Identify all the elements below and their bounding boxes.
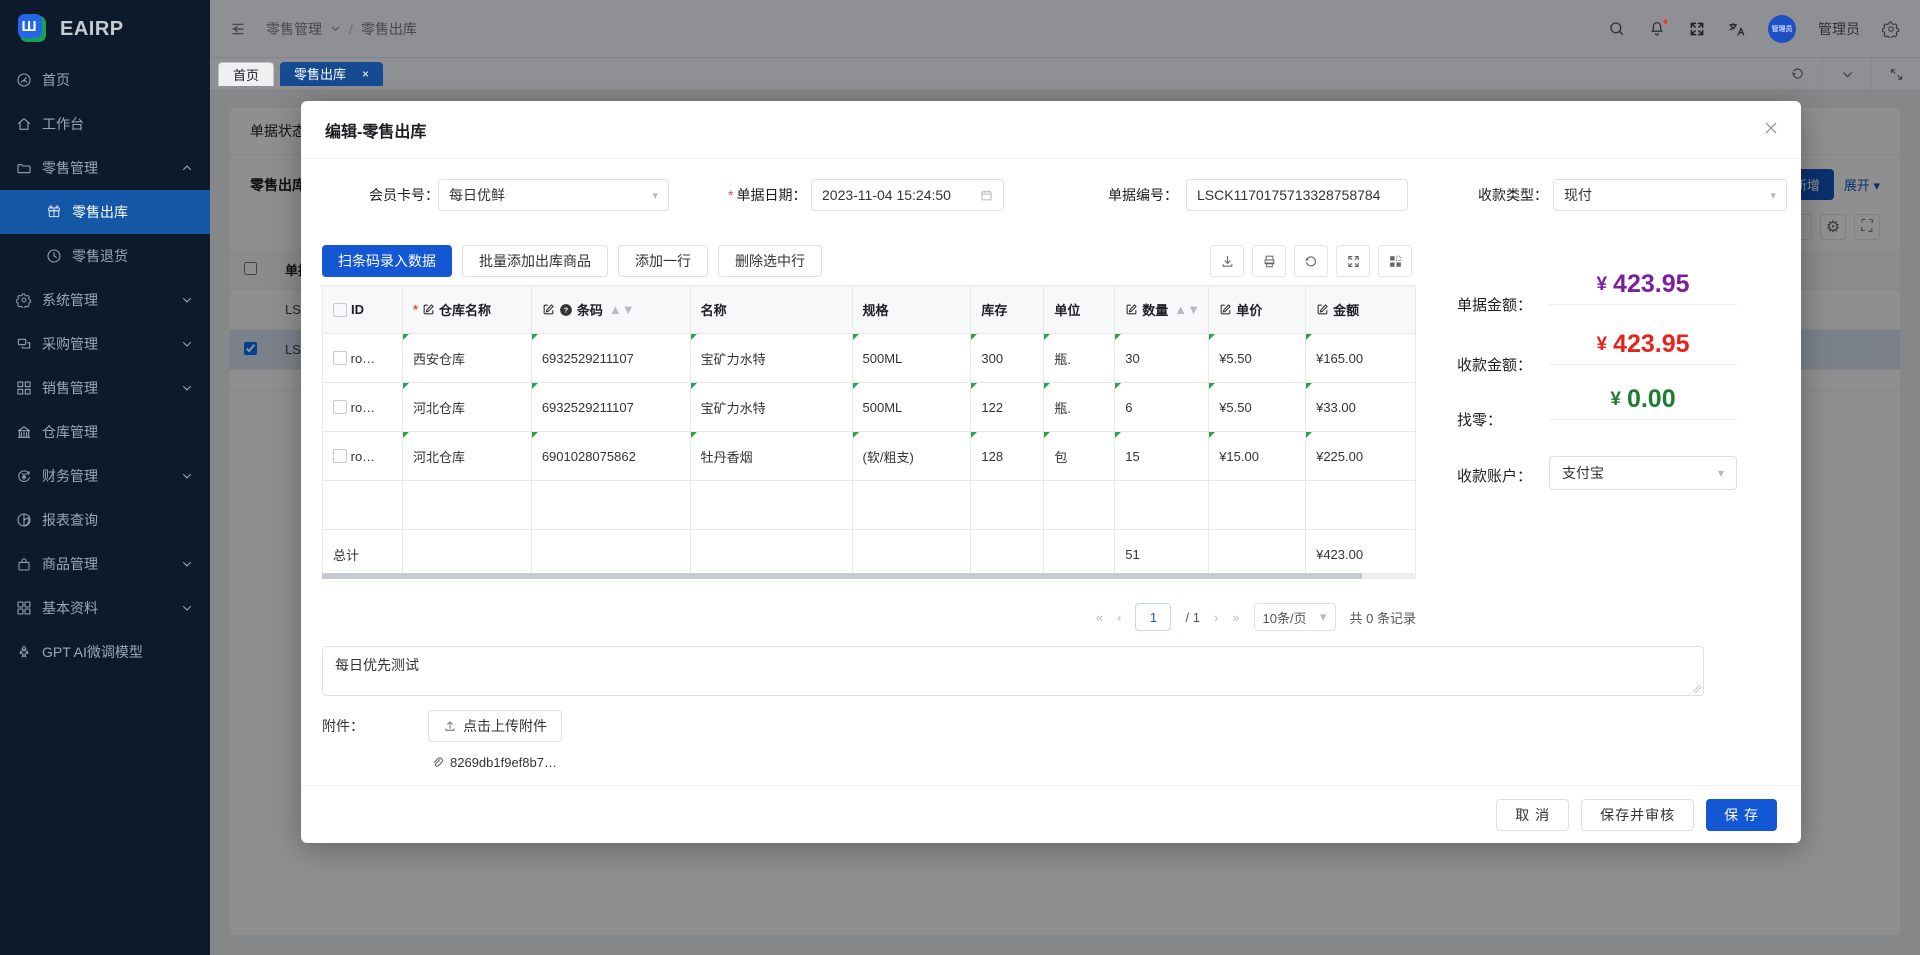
svg-text:Ш: Ш (21, 18, 36, 35)
svg-text:?: ? (563, 305, 568, 314)
